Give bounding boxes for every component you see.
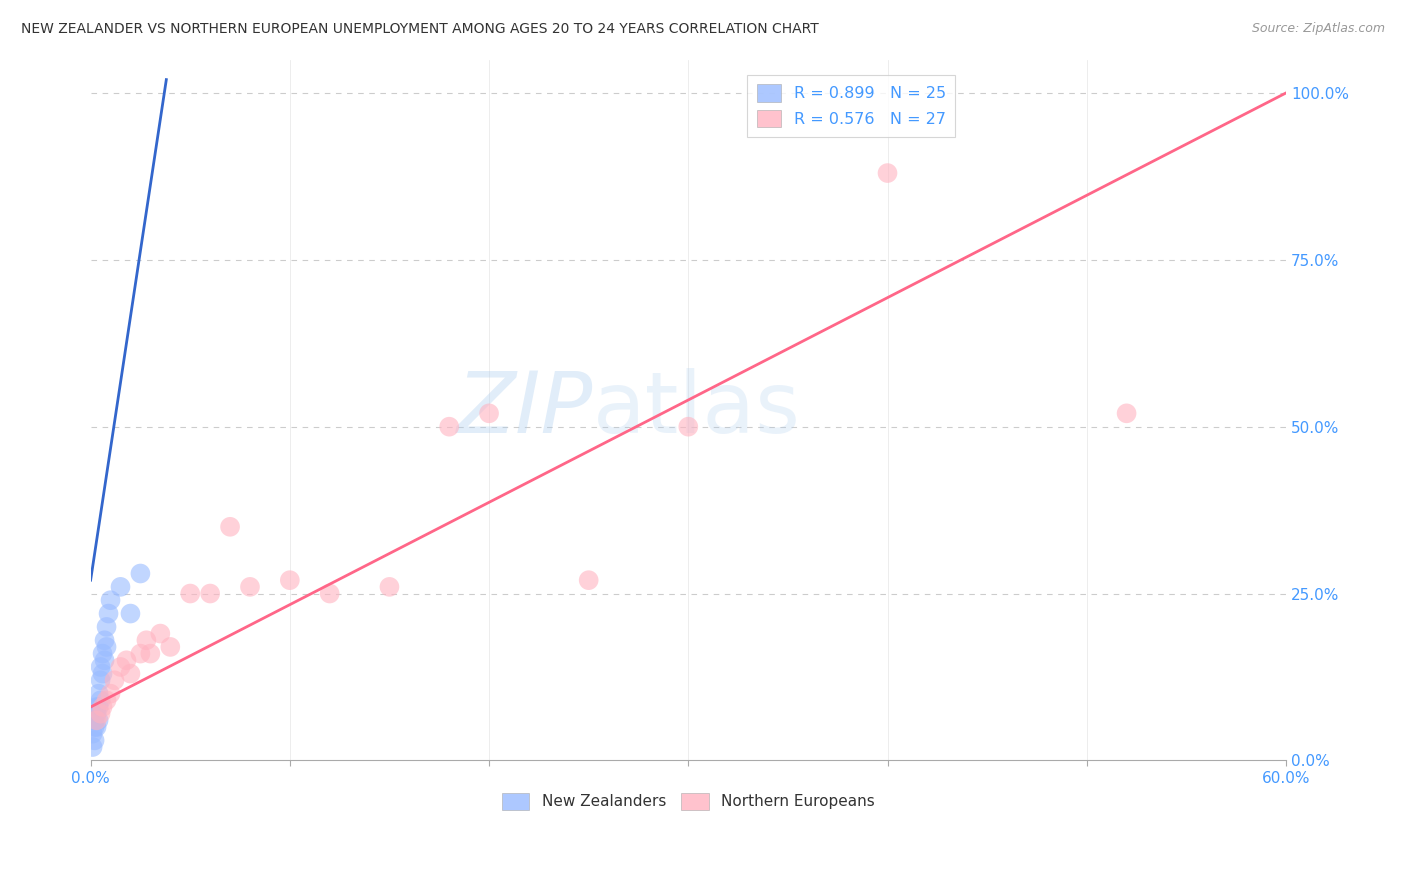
- Legend: New Zealanders, Northern Europeans: New Zealanders, Northern Europeans: [496, 787, 880, 816]
- Point: [96, 620, 118, 634]
- Point: [678, 419, 700, 434]
- Point: [91, 700, 114, 714]
- Point: [83, 714, 105, 728]
- Point: [103, 673, 125, 688]
- Point: [86, 714, 108, 728]
- Point: [93, 653, 115, 667]
- Point: [90, 673, 112, 688]
- Point: [87, 714, 110, 728]
- Point: [135, 633, 157, 648]
- Point: [578, 573, 600, 587]
- Point: [876, 166, 898, 180]
- Text: Source: ZipAtlas.com: Source: ZipAtlas.com: [1251, 22, 1385, 36]
- Point: [87, 687, 110, 701]
- Point: [239, 580, 262, 594]
- Point: [96, 640, 118, 654]
- Point: [439, 419, 461, 434]
- Point: [91, 666, 114, 681]
- Point: [129, 566, 152, 581]
- Point: [110, 660, 132, 674]
- Point: [120, 666, 142, 681]
- Point: [159, 640, 181, 654]
- Point: [86, 700, 108, 714]
- Point: [86, 706, 108, 721]
- Point: [1115, 406, 1137, 420]
- Point: [110, 580, 132, 594]
- Point: [87, 700, 110, 714]
- Point: [219, 520, 242, 534]
- Text: NEW ZEALANDER VS NORTHERN EUROPEAN UNEMPLOYMENT AMONG AGES 20 TO 24 YEARS CORREL: NEW ZEALANDER VS NORTHERN EUROPEAN UNEMP…: [21, 22, 818, 37]
- Point: [97, 607, 120, 621]
- Point: [100, 593, 122, 607]
- Point: [378, 580, 401, 594]
- Point: [149, 626, 172, 640]
- Point: [120, 607, 142, 621]
- Point: [115, 653, 138, 667]
- Point: [198, 586, 221, 600]
- Point: [278, 573, 301, 587]
- Point: [83, 733, 105, 747]
- Point: [96, 693, 118, 707]
- Point: [179, 586, 201, 600]
- Point: [129, 647, 152, 661]
- Point: [90, 706, 112, 721]
- Point: [93, 633, 115, 648]
- Point: [100, 687, 122, 701]
- Text: atlas: atlas: [593, 368, 800, 451]
- Point: [82, 727, 104, 741]
- Point: [82, 739, 104, 754]
- Point: [83, 720, 105, 734]
- Point: [478, 406, 501, 420]
- Point: [86, 720, 108, 734]
- Point: [90, 693, 112, 707]
- Point: [91, 647, 114, 661]
- Point: [90, 660, 112, 674]
- Text: ZIP: ZIP: [457, 368, 593, 451]
- Point: [318, 586, 340, 600]
- Point: [139, 647, 162, 661]
